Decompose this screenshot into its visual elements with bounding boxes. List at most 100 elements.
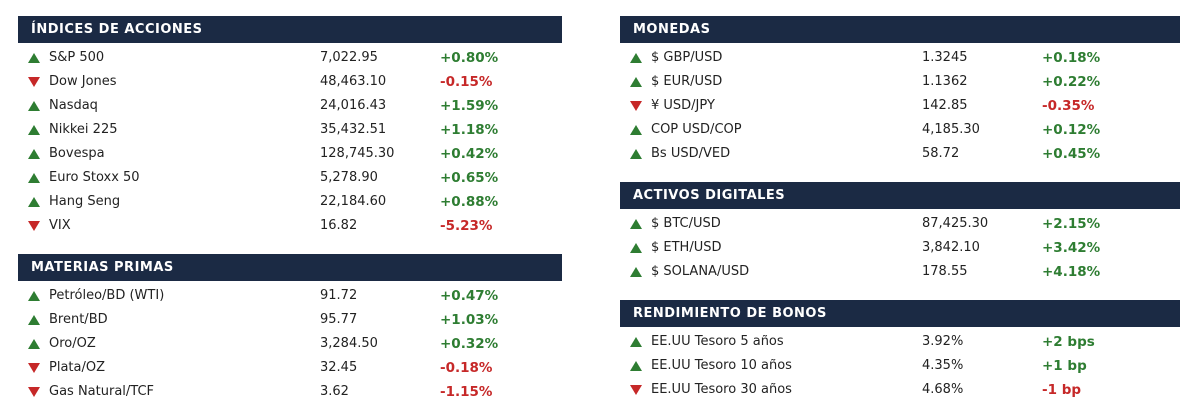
up-triangle-icon (28, 339, 40, 349)
instrument-name: Nasdaq (49, 98, 98, 113)
up-triangle-icon (630, 267, 642, 277)
instrument-value: 22,184.60 (320, 194, 387, 209)
table-row: $ GBP/USD 1.3245 +0.18% (620, 46, 1180, 70)
instrument-name: Gas Natural/TCF (49, 384, 155, 399)
instrument-value: 16.82 (320, 218, 358, 233)
section-header-stock-indices: ÍNDICES DE ACCIONES (18, 16, 562, 43)
up-triangle-icon (28, 173, 40, 183)
instrument-change: +0.47% (440, 288, 499, 304)
section-bond-yields: RENDIMIENTO DE BONOS EE.UU Tesoro 5 años 3… (620, 300, 1180, 402)
section-stock-indices: ÍNDICES DE ACCIONES S&P 500 7,022.95 +0.80%… (18, 16, 562, 238)
instrument-name: S&P 500 (49, 50, 105, 65)
instrument-change: +0.22% (1042, 74, 1101, 90)
up-triangle-icon (28, 149, 40, 159)
instrument-value: 35,432.51 (320, 122, 387, 137)
up-triangle-icon (630, 219, 642, 229)
instrument-value: 5,278.90 (320, 170, 378, 185)
instrument-change: -0.35% (1042, 98, 1095, 114)
table-row: $ EUR/USD 1.1362 +0.22% (620, 70, 1180, 94)
table-row: Hang Seng 22,184.60 +0.88% (18, 190, 562, 214)
instrument-name: Euro Stoxx 50 (49, 170, 140, 185)
table-row: Brent/BD 95.77 +1.03% (18, 308, 562, 332)
table-row: $ ETH/USD 3,842.10 +3.42% (620, 236, 1180, 260)
instrument-name: VIX (49, 218, 71, 233)
up-triangle-icon (630, 243, 642, 253)
table-row: ¥ USD/JPY 142.85 -0.35% (620, 94, 1180, 118)
table-row: Euro Stoxx 50 5,278.90 +0.65% (18, 166, 562, 190)
table-row: Gas Natural/TCF 3.62 -1.15% (18, 380, 562, 404)
instrument-value: 1.1362 (922, 74, 968, 89)
section-rows: $ BTC/USD 87,425.30 +2.15% $ ETH/USD 3,842.1… (620, 209, 1180, 284)
up-triangle-icon (28, 53, 40, 63)
instrument-value: 58.72 (922, 146, 960, 161)
down-triangle-icon (28, 363, 40, 373)
up-triangle-icon (630, 337, 642, 347)
instrument-name: Bovespa (49, 146, 105, 161)
instrument-value: 3.92% (922, 334, 964, 349)
instrument-change: +0.32% (440, 336, 499, 352)
instrument-change: +0.80% (440, 50, 499, 66)
instrument-name: Oro/OZ (49, 336, 96, 351)
instrument-change: +1.18% (440, 122, 499, 138)
instrument-change: +3.42% (1042, 240, 1101, 256)
instrument-change: +1.03% (440, 312, 499, 328)
instrument-change: -1.15% (440, 384, 493, 400)
down-triangle-icon (630, 101, 642, 111)
section-rows: $ GBP/USD 1.3245 +0.18% $ EUR/USD 1.1362 +0.2… (620, 43, 1180, 166)
instrument-value: 32.45 (320, 360, 358, 375)
instrument-value: 48,463.10 (320, 74, 387, 89)
instrument-change: +2.15% (1042, 216, 1101, 232)
table-row: VIX 16.82 -5.23% (18, 214, 562, 238)
instrument-value: 87,425.30 (922, 216, 989, 231)
instrument-name: $ BTC/USD (651, 216, 721, 231)
instrument-change: +1.59% (440, 98, 499, 114)
instrument-value: 4.68% (922, 382, 964, 397)
up-triangle-icon (630, 149, 642, 159)
section-header-currencies: MONEDAS (620, 16, 1180, 43)
instrument-name: $ EUR/USD (651, 74, 723, 89)
table-row: Bs USD/VED 58.72 +0.45% (620, 142, 1180, 166)
table-row: $ SOLANA/USD 178.55 +4.18% (620, 260, 1180, 284)
instrument-name: ¥ USD/JPY (651, 98, 715, 113)
right-column: MONEDAS $ GBP/USD 1.3245 +0.18% $ EUR/USD 1.1… (620, 16, 1180, 402)
instrument-value: 4,185.30 (922, 122, 980, 137)
instrument-change: +0.42% (440, 146, 499, 162)
instrument-change: +4.18% (1042, 264, 1101, 280)
section-digital-assets: ACTIVOS DIGITALES $ BTC/USD 87,425.30 +2.15… (620, 182, 1180, 284)
table-row: S&P 500 7,022.95 +0.80% (18, 46, 562, 70)
instrument-change: +0.88% (440, 194, 499, 210)
instrument-name: EE.UU Tesoro 30 años (651, 382, 792, 397)
table-row: $ BTC/USD 87,425.30 +2.15% (620, 212, 1180, 236)
instrument-value: 1.3245 (922, 50, 968, 65)
section-currencies: MONEDAS $ GBP/USD 1.3245 +0.18% $ EUR/USD 1.1… (620, 16, 1180, 166)
instrument-name: EE.UU Tesoro 10 años (651, 358, 792, 373)
instrument-change: +2 bps (1042, 334, 1095, 350)
up-triangle-icon (28, 101, 40, 111)
instrument-change: +0.45% (1042, 146, 1101, 162)
section-rows: Petróleo/BD (WTI) 91.72 +0.47% Brent/BD 95.7… (18, 281, 562, 404)
instrument-change: +0.12% (1042, 122, 1101, 138)
instrument-value: 3,284.50 (320, 336, 378, 351)
instrument-change: +1 bp (1042, 358, 1087, 374)
up-triangle-icon (630, 77, 642, 87)
section-header-digital-assets: ACTIVOS DIGITALES (620, 182, 1180, 209)
table-row: EE.UU Tesoro 10 años 4.35% +1 bp (620, 354, 1180, 378)
section-rows: S&P 500 7,022.95 +0.80% Dow Jones 48,463.10 -… (18, 43, 562, 238)
up-triangle-icon (630, 53, 642, 63)
instrument-name: $ GBP/USD (651, 50, 723, 65)
instrument-change: -0.18% (440, 360, 493, 376)
up-triangle-icon (28, 315, 40, 325)
section-rows: EE.UU Tesoro 5 años 3.92% +2 bps EE.UU Teso… (620, 327, 1180, 402)
up-triangle-icon (28, 197, 40, 207)
left-column: ÍNDICES DE ACCIONES S&P 500 7,022.95 +0.80%… (18, 16, 562, 404)
instrument-value: 91.72 (320, 288, 358, 303)
table-row: Dow Jones 48,463.10 -0.15% (18, 70, 562, 94)
instrument-value: 178.55 (922, 264, 968, 279)
instrument-value: 128,745.30 (320, 146, 395, 161)
up-triangle-icon (28, 125, 40, 135)
instrument-change: -5.23% (440, 218, 493, 234)
instrument-name: Plata/OZ (49, 360, 105, 375)
instrument-value: 142.85 (922, 98, 968, 113)
instrument-change: -0.15% (440, 74, 493, 90)
